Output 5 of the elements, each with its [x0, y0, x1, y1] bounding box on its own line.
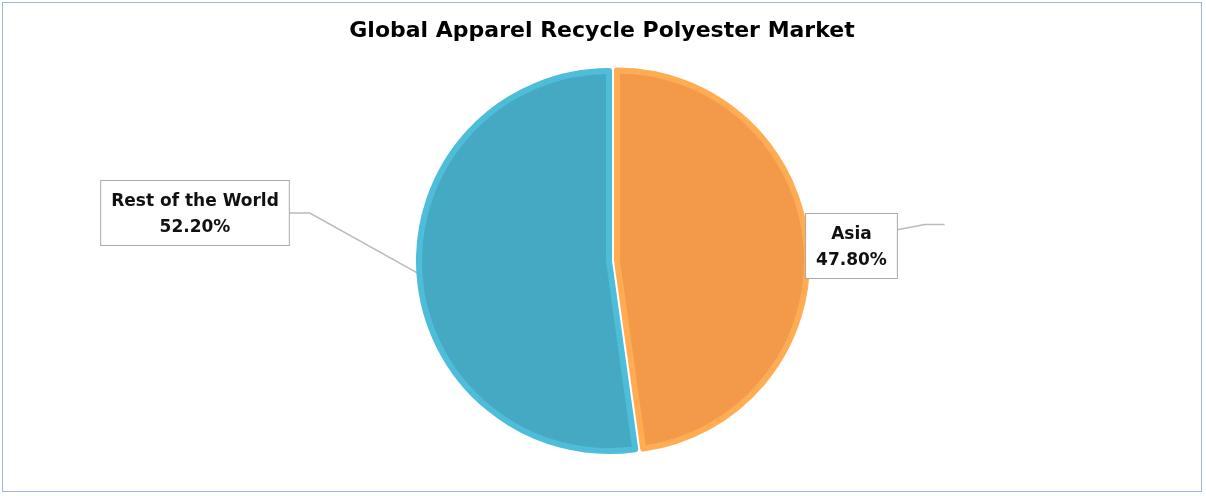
- data-label: 52.20%: [159, 216, 231, 236]
- slice-label: Asia: [831, 222, 872, 243]
- chart-title: Global Apparel Recycle Polyester Market: [349, 16, 856, 42]
- slice-label: Rest of the World: [111, 190, 279, 210]
- data-label: 47.80%: [816, 248, 887, 269]
